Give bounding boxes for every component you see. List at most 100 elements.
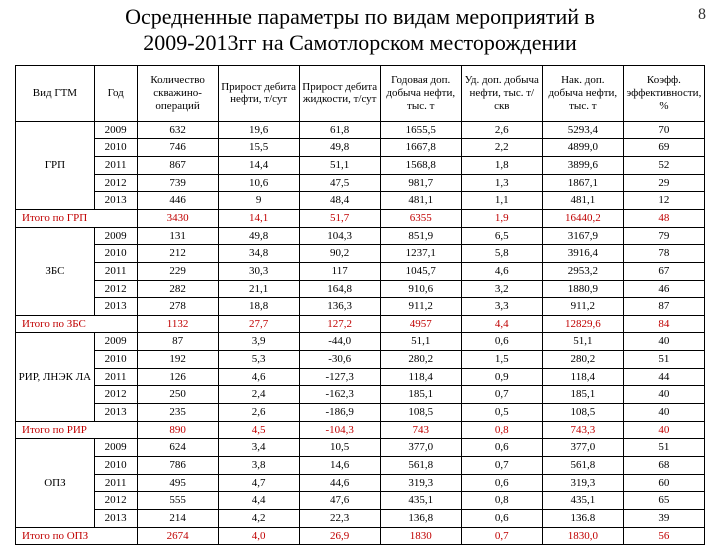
value-cell: 214	[137, 509, 218, 527]
table-row: 201186714,451,11568,81,83899,652	[16, 157, 705, 175]
value-cell: 67	[623, 262, 704, 280]
value-cell: 51,1	[380, 333, 461, 351]
value-cell: 131	[137, 227, 218, 245]
value-cell: 49,8	[218, 227, 299, 245]
summary-cell: 743	[380, 421, 461, 439]
value-cell: 46	[623, 280, 704, 298]
table-row: 201273910,647,5981,71,31867,129	[16, 174, 705, 192]
value-cell: 34,8	[218, 245, 299, 263]
value-cell: 377,0	[380, 439, 461, 457]
summary-row: Итого по ГРП343014,151,763551,916440,248	[16, 209, 705, 227]
col-0: Вид ГТМ	[16, 65, 95, 121]
value-cell: 5293,4	[542, 121, 623, 139]
value-cell: 44	[623, 368, 704, 386]
value-cell: 911,2	[380, 298, 461, 316]
value-cell: 435,1	[380, 492, 461, 510]
year-cell: 2010	[94, 245, 137, 263]
summary-cell: 84	[623, 315, 704, 333]
summary-label: Итого по ОПЗ	[16, 527, 138, 545]
value-cell: 68	[623, 456, 704, 474]
value-cell: 1,8	[461, 157, 542, 175]
value-cell: 6,5	[461, 227, 542, 245]
value-cell: 0,6	[461, 439, 542, 457]
value-cell: 126	[137, 368, 218, 386]
value-cell: 319,3	[380, 474, 461, 492]
value-cell: -162,3	[299, 386, 380, 404]
value-cell: 40	[623, 404, 704, 422]
year-cell: 2012	[94, 492, 137, 510]
summary-cell: 1,9	[461, 209, 542, 227]
summary-cell: 0,8	[461, 421, 542, 439]
value-cell: 561,8	[380, 456, 461, 474]
value-cell: 282	[137, 280, 218, 298]
col-3: Прирост дебита нефти, т/сут	[218, 65, 299, 121]
summary-label: Итого по РИР	[16, 421, 138, 439]
value-cell: 5,8	[461, 245, 542, 263]
value-cell: 2,2	[461, 139, 542, 157]
col-5: Годовая доп. добыча нефти, тыс. т	[380, 65, 461, 121]
table-row: 201122930,31171045,74,62953,267	[16, 262, 705, 280]
value-cell: 65	[623, 492, 704, 510]
summary-cell: 1830,0	[542, 527, 623, 545]
table-row: ОПЗ20096243,410,5377,00,6377,051	[16, 439, 705, 457]
year-cell: 2009	[94, 333, 137, 351]
value-cell: 3167,9	[542, 227, 623, 245]
value-cell: 1655,5	[380, 121, 461, 139]
value-cell: 4,6	[218, 368, 299, 386]
year-cell: 2012	[94, 280, 137, 298]
group-label: ОПЗ	[16, 439, 95, 527]
value-cell: 3,9	[218, 333, 299, 351]
value-cell: 481,1	[380, 192, 461, 210]
group-label: РИР, ЛНЭК ЛА	[16, 333, 95, 421]
value-cell: 1045,7	[380, 262, 461, 280]
group-label: ЗБС	[16, 227, 95, 315]
col-8: Коэфф. эффективности, %	[623, 65, 704, 121]
year-cell: 2011	[94, 262, 137, 280]
value-cell: 21,1	[218, 280, 299, 298]
table-row: 20132144,222,3136,80,6136.839	[16, 509, 705, 527]
value-cell: 0,6	[461, 509, 542, 527]
value-cell: 5,3	[218, 351, 299, 369]
value-cell: 22,3	[299, 509, 380, 527]
value-cell: 1,3	[461, 174, 542, 192]
value-cell: 561,8	[542, 456, 623, 474]
summary-cell: 4,5	[218, 421, 299, 439]
value-cell: 192	[137, 351, 218, 369]
value-cell: -44,0	[299, 333, 380, 351]
value-cell: 2953,2	[542, 262, 623, 280]
value-cell: 1867,1	[542, 174, 623, 192]
table-row: 201327818,8136,3911,23,3911,287	[16, 298, 705, 316]
value-cell: -186,9	[299, 404, 380, 422]
value-cell: 79	[623, 227, 704, 245]
table-row: 201228221,1164,8910,63,21880,946	[16, 280, 705, 298]
value-cell: 61,8	[299, 121, 380, 139]
value-cell: 185,1	[380, 386, 461, 404]
value-cell: 136,3	[299, 298, 380, 316]
value-cell: 30,3	[218, 262, 299, 280]
summary-cell: 127,2	[299, 315, 380, 333]
summary-cell: 6355	[380, 209, 461, 227]
value-cell: 3,8	[218, 456, 299, 474]
value-cell: 4,6	[461, 262, 542, 280]
year-cell: 2010	[94, 139, 137, 157]
value-cell: 10,6	[218, 174, 299, 192]
value-cell: 40	[623, 386, 704, 404]
page-number: 8	[698, 6, 706, 24]
value-cell: 44,6	[299, 474, 380, 492]
table-row: 20114954,744,6319,30,6319,360	[16, 474, 705, 492]
table-row: 20107863,814,6561,80,7561,868	[16, 456, 705, 474]
value-cell: 4899,0	[542, 139, 623, 157]
value-cell: 2,4	[218, 386, 299, 404]
value-cell: 746	[137, 139, 218, 157]
table-row: 20122502,4-162,3185,10,7185,140	[16, 386, 705, 404]
value-cell: 108,5	[542, 404, 623, 422]
value-cell: 910,6	[380, 280, 461, 298]
year-cell: 2010	[94, 456, 137, 474]
value-cell: 0,7	[461, 456, 542, 474]
value-cell: 2,6	[461, 121, 542, 139]
value-cell: 0,8	[461, 492, 542, 510]
summary-cell: 2674	[137, 527, 218, 545]
value-cell: 51	[623, 439, 704, 457]
summary-cell: 40	[623, 421, 704, 439]
table-header-row: Вид ГТМ Год Количество скважино-операций…	[16, 65, 705, 121]
